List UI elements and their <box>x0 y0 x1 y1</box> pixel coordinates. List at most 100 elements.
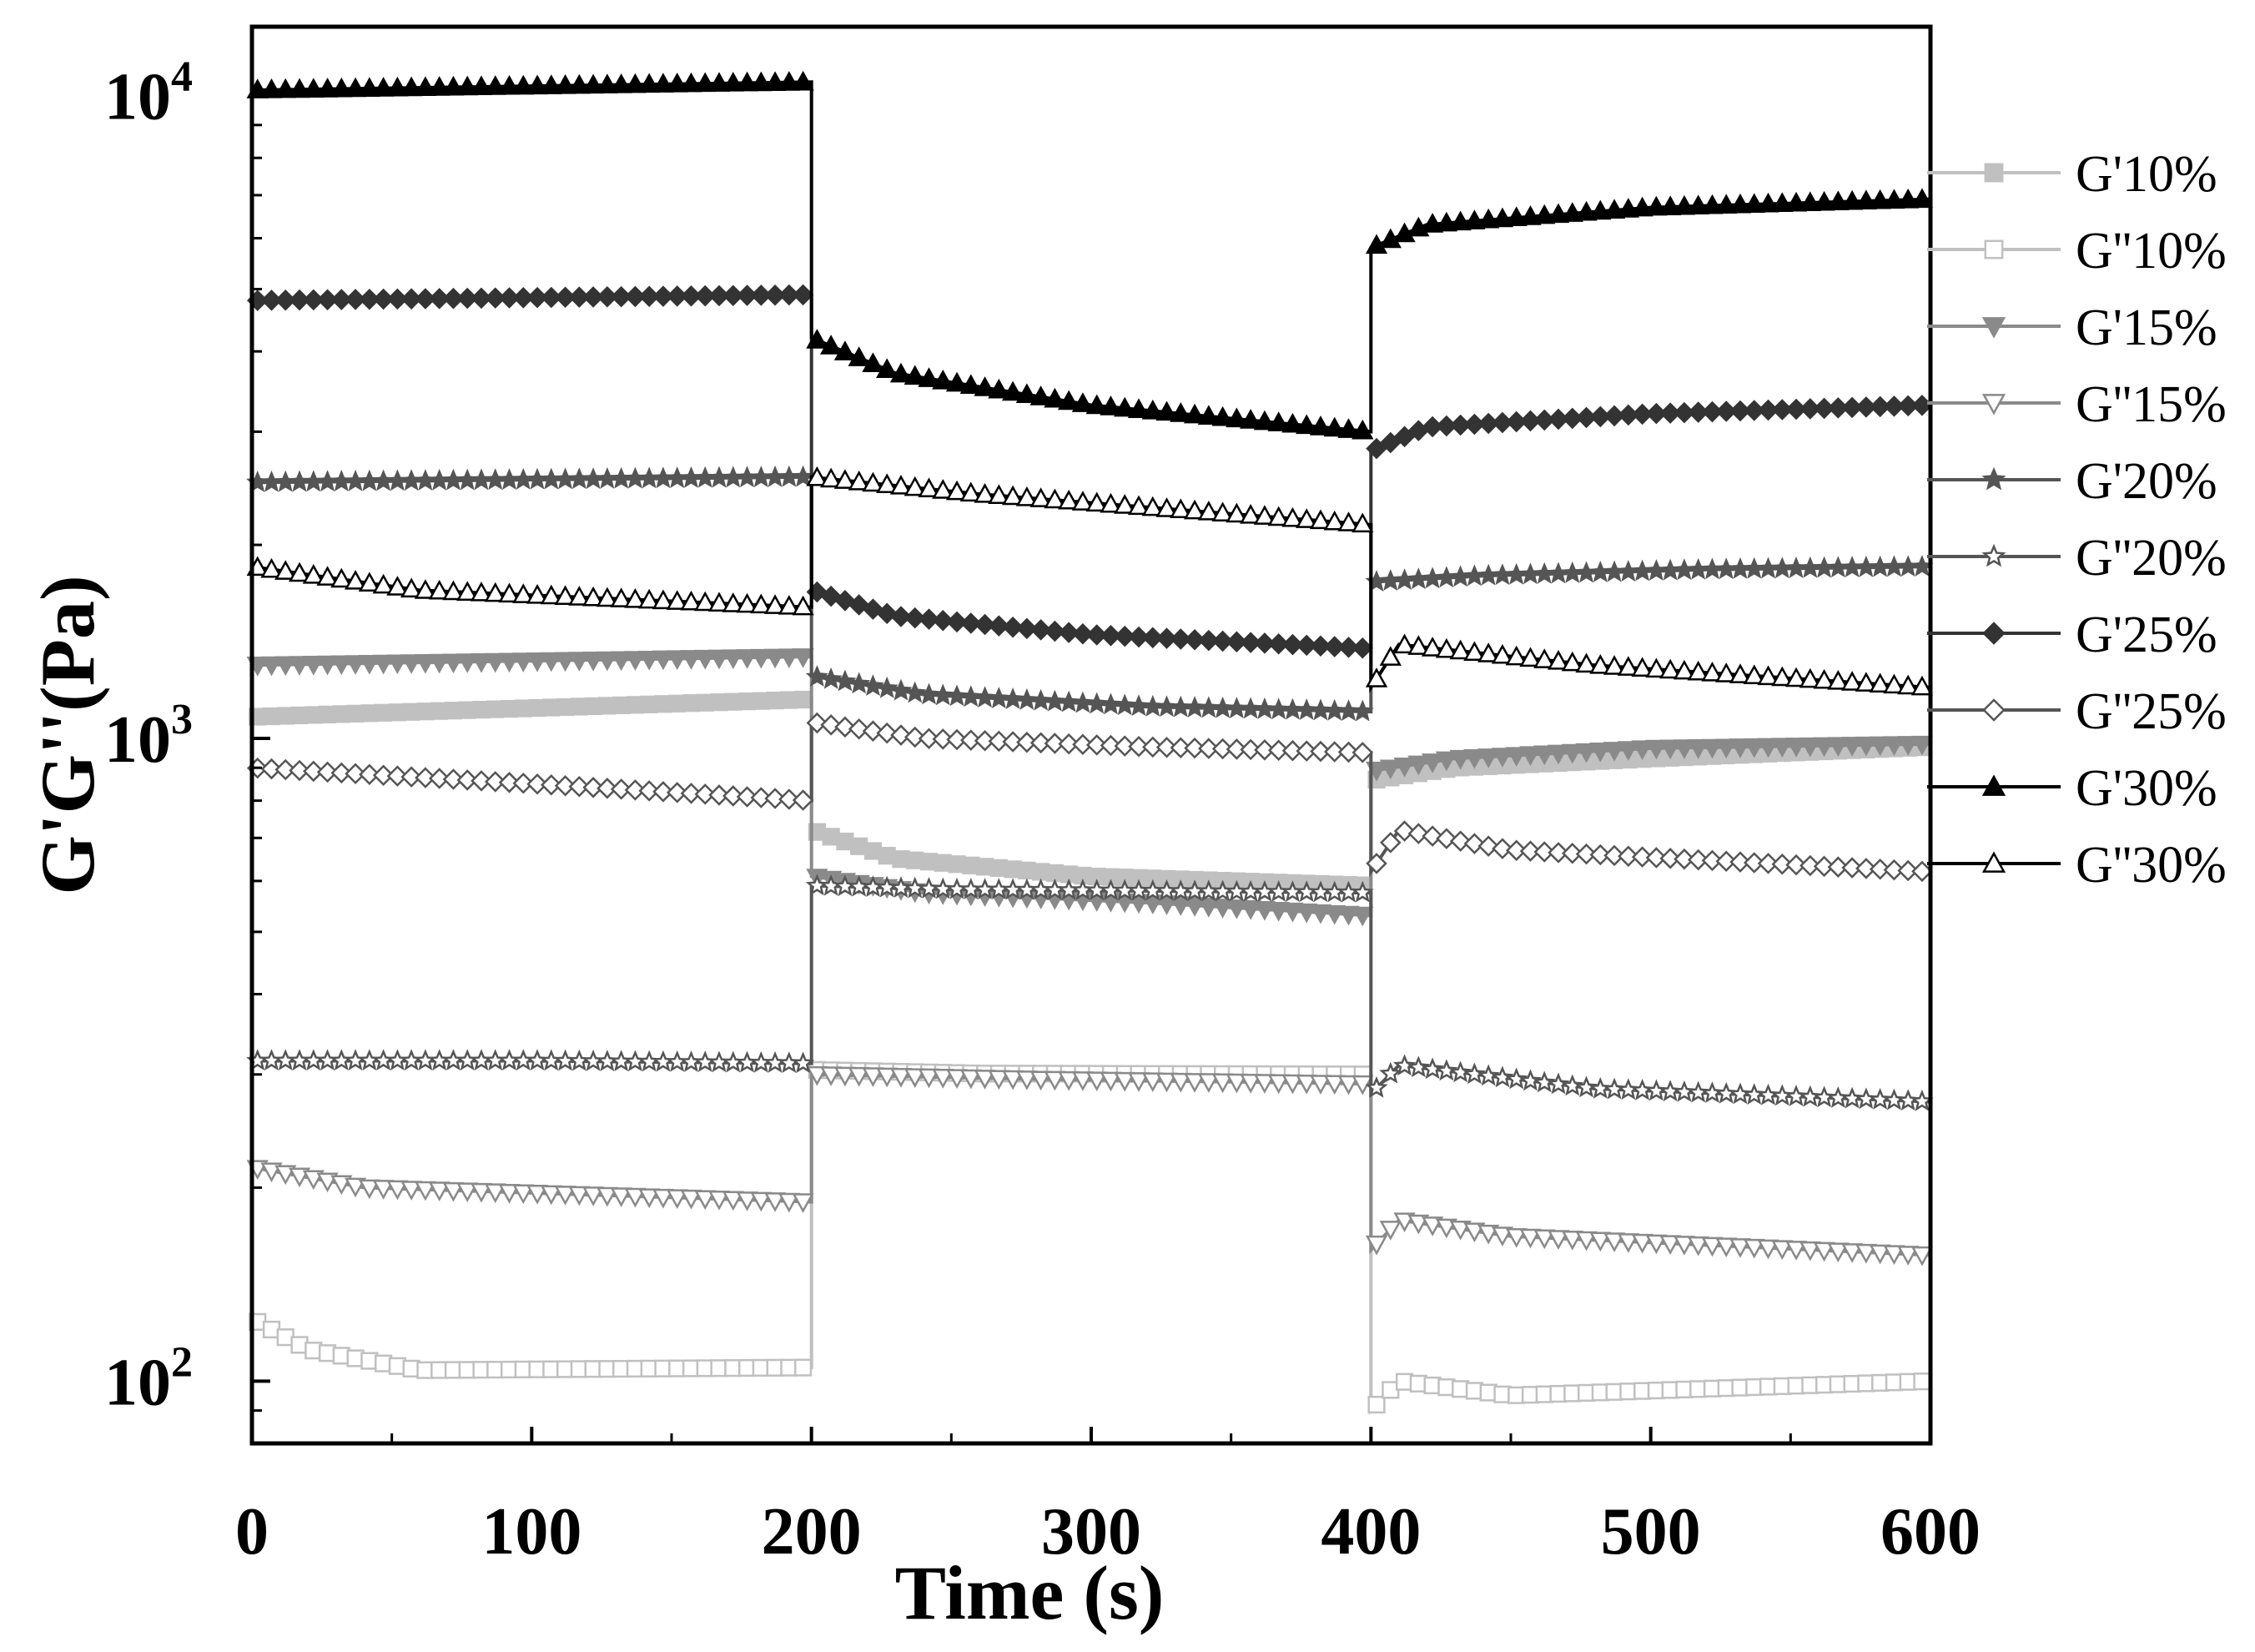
data-point <box>763 594 787 614</box>
data-point <box>596 778 618 799</box>
data-point <box>792 595 814 616</box>
data-point <box>1813 1242 1835 1262</box>
data-point <box>1407 823 1430 844</box>
data-point <box>652 589 675 610</box>
data-point <box>428 468 451 491</box>
data-point <box>511 467 535 490</box>
data-point <box>415 767 436 788</box>
data-point <box>610 73 632 93</box>
data-point <box>1869 189 1891 209</box>
data-point <box>945 371 969 392</box>
data-point <box>484 771 506 793</box>
data-point <box>1029 487 1052 507</box>
data-point <box>1226 502 1248 523</box>
data-point <box>624 73 647 93</box>
data-point <box>918 477 940 498</box>
data-point <box>470 652 493 673</box>
data-point <box>763 71 787 91</box>
data-point <box>1085 734 1108 756</box>
data-point <box>1435 1218 1457 1239</box>
legend-item: G''15% <box>1927 376 2227 433</box>
data-point <box>624 651 647 671</box>
data-point <box>1771 853 1794 875</box>
data-point <box>1170 1072 1192 1093</box>
data-point <box>428 1181 450 1201</box>
data-point <box>1365 234 1388 254</box>
data-point <box>1015 486 1038 506</box>
data-point <box>1463 833 1486 854</box>
legend-item: G''25% <box>1927 683 2227 740</box>
data-point <box>876 1067 898 1088</box>
data-point <box>1435 566 1458 588</box>
data-point <box>1491 748 1514 768</box>
data-point <box>581 1186 605 1206</box>
data-point <box>1840 556 1864 577</box>
data-point <box>1044 733 1066 754</box>
data-point <box>1085 624 1108 646</box>
data-point <box>1379 228 1402 249</box>
data-point <box>1421 753 1444 773</box>
data-point <box>1337 418 1360 438</box>
data-point <box>289 759 310 782</box>
data-point <box>890 606 912 627</box>
data-point <box>1533 1229 1556 1250</box>
data-point <box>862 471 884 492</box>
data-point <box>624 588 647 608</box>
data-point <box>512 74 535 95</box>
data-point <box>1631 846 1653 868</box>
data-point <box>1058 622 1080 643</box>
data-point <box>988 484 1010 504</box>
data-point <box>302 470 325 492</box>
data-point <box>904 607 926 629</box>
data-point <box>442 768 465 790</box>
data-point <box>1323 741 1346 763</box>
data-point <box>470 75 493 96</box>
legend-item: G''10% <box>1927 223 2227 280</box>
data-point <box>400 76 423 97</box>
legend-marker <box>1981 543 2006 567</box>
data-point <box>1462 564 1486 587</box>
data-point <box>974 376 996 396</box>
data-point <box>1085 1071 1108 1092</box>
data-point <box>637 466 661 489</box>
data-point <box>1575 652 1598 673</box>
data-point <box>316 655 339 676</box>
data-point <box>722 649 744 670</box>
data-point <box>260 656 283 677</box>
data-point <box>1184 629 1206 651</box>
data-point <box>344 570 367 590</box>
data-point <box>1826 556 1850 578</box>
data-point <box>1659 658 1682 679</box>
data-point <box>1491 1226 1514 1247</box>
data-point <box>1630 559 1654 582</box>
legend-marker <box>1981 774 2006 796</box>
data-point <box>596 651 618 672</box>
data-point <box>876 473 898 493</box>
legend-label: G''10% <box>2076 223 2227 280</box>
data-point <box>959 481 982 502</box>
data-point <box>568 652 591 672</box>
data-point <box>918 728 940 749</box>
data-point <box>1198 629 1220 652</box>
series-7 <box>246 712 1933 883</box>
data-point <box>1715 738 1738 759</box>
data-point <box>876 722 898 744</box>
data-point <box>1155 400 1178 421</box>
data-point <box>1505 839 1528 862</box>
data-point <box>1519 840 1542 862</box>
data-point <box>1729 1238 1752 1258</box>
data-point <box>1337 905 1360 926</box>
data-point <box>610 1187 632 1207</box>
data-point <box>1337 741 1360 763</box>
data-point <box>1589 743 1612 763</box>
data-point <box>1114 396 1136 417</box>
data-point <box>1366 853 1387 874</box>
data-point <box>1016 617 1038 640</box>
data-point <box>1491 563 1514 586</box>
data-point <box>274 78 297 98</box>
data-point <box>988 1070 1010 1090</box>
data-point <box>1589 654 1612 674</box>
data-point <box>1323 1075 1346 1095</box>
data-point <box>554 652 576 672</box>
data-point <box>512 1184 535 1205</box>
